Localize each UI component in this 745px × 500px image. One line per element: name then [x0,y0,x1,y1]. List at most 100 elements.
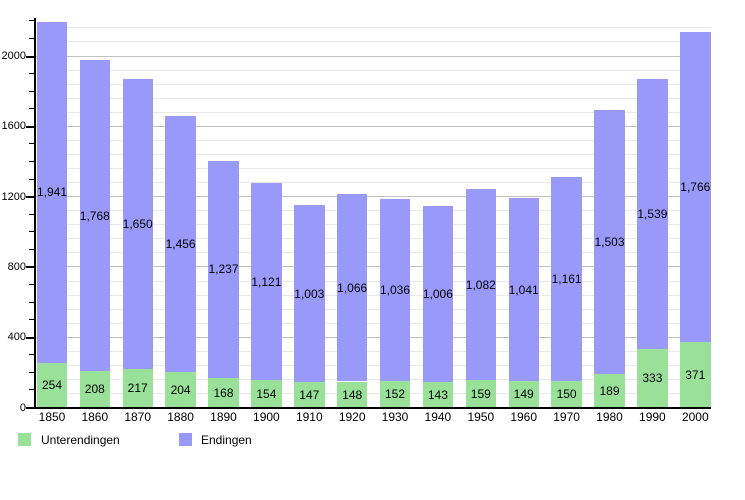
x-tick-label-1940: 1940 [424,410,452,424]
y-axis-line [33,18,36,409]
y-minor-tick [29,143,35,145]
gridline-minor [35,27,711,29]
bar-segment-unterendingen-1930 [379,380,411,408]
x-tick-label-1950: 1950 [467,410,495,424]
y-minor-tick [29,73,35,75]
bar-segment-endingen-2000 [680,31,711,343]
bar-segment-endingen-1850 [36,21,68,363]
bar-value-label-unterendingen-1970: 150 [556,387,577,402]
bar-segment-unterendingen-1920 [336,381,368,408]
y-minor-tick [29,90,35,92]
bar-segment-unterendingen-1880 [165,371,196,408]
bar-segment-unterendingen-1950 [465,379,497,408]
y-minor-tick [29,37,35,39]
bar-segment-unterendingen-1990 [637,349,668,408]
bar-segment-endingen-1910 [294,205,325,382]
y-minor-tick [29,371,35,373]
gridline-major [35,55,711,57]
bar-value-label-unterendingen-1850: 254 [41,378,63,393]
bar-segment-endingen-1930 [379,198,411,381]
y-minor-tick [29,389,35,391]
bar-value-label-endingen-1990: 1,539 [637,206,668,221]
gridline-minor [35,139,711,141]
gridline-minor [35,83,711,85]
gridline-minor [35,392,711,394]
x-tick-label-1930: 1930 [381,410,409,424]
bar-segment-endingen-1880 [165,115,196,372]
bar-value-label-unterendingen-1920: 148 [342,387,363,402]
y-tick-label-800: 800 [7,260,26,273]
y-minor-tick [29,231,35,233]
x-tick-label-1870: 1870 [124,410,152,424]
bar-value-label-unterendingen-1870: 217 [127,381,148,396]
y-minor-tick [29,248,35,250]
bar-value-label-endingen-1910: 1,003 [294,286,325,301]
bar-value-label-unterendingen-1900: 154 [256,387,277,401]
y-minor-tick [29,319,35,321]
y-minor-tick [29,213,35,215]
y-major-tick [26,55,35,58]
y-minor-tick [29,284,35,285]
bar-value-label-endingen-1980: 1,503 [594,235,625,250]
y-minor-tick [29,354,35,356]
bar-segment-endingen-1860 [79,60,111,371]
y-minor-tick [29,20,35,22]
bar-value-label-endingen-1880: 1,456 [165,236,196,251]
bar-segment-unterendingen-1980 [594,374,625,408]
gridline-minor [35,153,711,155]
gridline-minor [35,350,711,352]
x-tick-label-1910: 1910 [295,410,323,424]
x-tick-label-1920: 1920 [338,410,366,424]
bar-value-label-unterendingen-1950: 159 [470,386,491,401]
gridline-major [35,196,711,198]
bar-value-label-endingen-1900: 1,121 [251,274,282,289]
bar-value-label-unterendingen-1960: 149 [513,387,534,402]
gridline-minor [35,294,711,296]
bar-segment-endingen-1980 [594,110,625,375]
bar-segment-endingen-1900 [251,183,282,381]
gridline-minor [35,252,711,254]
gridline-minor [35,168,711,169]
gridline-minor [35,210,711,212]
bar-value-label-endingen-1950: 1,082 [465,277,496,292]
x-tick-label-1880: 1880 [167,410,194,424]
gridline-minor [35,182,711,183]
bar-segment-unterendingen-1900 [251,380,282,408]
gridline-minor [35,41,711,43]
bar-value-label-endingen-2000: 1,766 [680,180,711,195]
bar-value-label-endingen-1890: 1,237 [208,262,239,277]
gridline-minor [35,238,711,240]
gridline-minor [35,322,711,324]
bar-segment-unterendingen-1870 [122,369,153,408]
bar-value-label-unterendingen-1980: 189 [599,383,620,398]
x-tick-label-1860: 1860 [81,410,109,424]
y-tick-label-2000: 2000 [1,50,26,62]
bar-segment-endingen-1990 [637,78,668,349]
gridline-minor [35,364,711,366]
bar-segment-unterendingen-2000 [680,342,711,408]
bar-value-label-endingen-1870: 1,650 [122,217,153,232]
x-axis-line [33,407,711,409]
gridline-major [35,336,711,338]
bar-value-label-endingen-1920: 1,066 [337,280,368,295]
gridline-major [35,125,711,127]
bar-value-label-unterendingen-1990: 333 [642,371,663,386]
x-tick-label-2000: 2000 [681,410,709,424]
x-tick-label-1850: 1850 [38,410,66,424]
bar-segment-endingen-1950 [465,189,497,380]
y-major-tick [26,407,35,409]
x-tick-label-1890: 1890 [210,410,237,424]
bar-segment-unterendingen-1940 [422,382,454,408]
gridline-minor [35,280,711,282]
bar-value-label-endingen-1930: 1,036 [379,282,411,297]
bar-value-label-endingen-1850: 1,941 [36,185,68,200]
y-minor-tick [29,161,35,162]
bar-segment-endingen-1970 [551,177,582,382]
bar-value-label-unterendingen-1940: 143 [427,387,448,402]
gridline-minor [35,111,711,113]
y-minor-tick [29,301,35,303]
gridline-minor [35,308,711,310]
bar-value-label-unterendingen-1860: 208 [84,382,105,397]
gridline-minor [35,378,711,380]
